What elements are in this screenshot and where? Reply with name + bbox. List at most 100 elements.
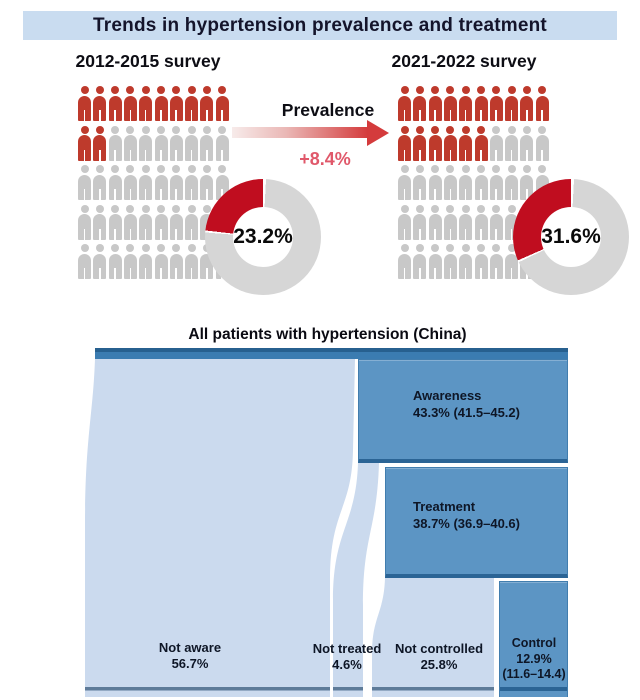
person-icon (398, 125, 411, 161)
all-patients-bar-edge (95, 348, 568, 352)
person-icon (154, 86, 168, 121)
person-icon (474, 165, 488, 200)
not-controlled-name: Not controlled (394, 641, 484, 656)
survey-2012-label: 2012-2015 survey (75, 51, 221, 71)
person-icon (93, 86, 107, 121)
awareness-value: 43.3% (41.5–45.2) (413, 405, 520, 420)
person-icon (535, 125, 549, 161)
person-icon (535, 86, 549, 121)
person-icon (200, 125, 214, 161)
not-controlled-value: 25.8% (420, 657, 458, 672)
person-icon (413, 125, 427, 161)
person-icon (489, 125, 503, 161)
person-icon (398, 86, 411, 121)
person-icon (169, 86, 183, 121)
awareness-label: Awareness 43.3% (41.5–45.2) (413, 387, 520, 421)
person-icon (474, 125, 488, 161)
bottom-stripe-not-aware (85, 687, 330, 691)
person-icon (108, 244, 122, 279)
control-label: Control 12.9% (11.6–14.4) (491, 636, 577, 683)
person-icon (459, 125, 473, 161)
person-icon (93, 244, 107, 279)
flow-not-aware (85, 359, 355, 697)
person-icon (108, 165, 122, 200)
person-icon (443, 244, 457, 279)
person-icon (398, 204, 411, 240)
person-icon (443, 165, 457, 200)
person-icon (185, 165, 199, 200)
person-icon (78, 86, 91, 121)
control-name: Control (511, 636, 557, 650)
awareness-box (358, 359, 568, 463)
person-icon (428, 244, 442, 279)
person-icon (200, 86, 214, 121)
not-aware-label: Not aware 56.7% (130, 640, 250, 672)
person-icon (489, 204, 503, 240)
person-icon (398, 244, 411, 279)
person-icon (169, 165, 183, 200)
person-icon (139, 125, 153, 161)
page-title-band: Trends in hypertension prevalence and tr… (23, 11, 617, 40)
flow-not-treated (333, 463, 379, 697)
survey-2021-label: 2021-2022 survey (391, 51, 537, 71)
person-icon (169, 244, 183, 279)
person-icon (123, 165, 137, 200)
person-icon (78, 165, 91, 200)
person-icon (215, 125, 229, 161)
person-icon (489, 165, 503, 200)
not-aware-value: 56.7% (171, 656, 209, 671)
person-icon (154, 204, 168, 240)
person-icon (474, 244, 488, 279)
person-icon (398, 165, 411, 200)
page-title: Trends in hypertension prevalence and tr… (93, 14, 547, 36)
person-icon (123, 125, 137, 161)
person-icon (123, 244, 137, 279)
person-icon (139, 86, 153, 121)
person-icon (185, 244, 199, 279)
person-icon (93, 165, 107, 200)
person-icon (474, 204, 488, 240)
donut-2012-value: 23.2% (233, 225, 293, 248)
not-controlled-label: Not controlled 25.8% (377, 641, 501, 673)
bottom-stripe-not-controlled (372, 687, 494, 691)
prevalence-label: Prevalence (281, 100, 375, 120)
person-icon (505, 86, 519, 121)
cascade-title: All patients with hypertension (China) (188, 326, 467, 343)
person-icon (123, 86, 137, 121)
not-aware-name: Not aware (158, 640, 222, 655)
person-icon (108, 86, 122, 121)
person-icon (185, 204, 199, 240)
person-icon (169, 125, 183, 161)
person-icon (520, 165, 534, 200)
awareness-name: Awareness (413, 388, 482, 403)
all-patients-bar (95, 348, 568, 359)
person-icon (108, 204, 122, 240)
prevalence-arrow-shaft (232, 127, 368, 138)
pictogram-grid-2021 (398, 86, 558, 371)
not-treated-value: 4.6% (332, 657, 362, 672)
person-icon (505, 165, 519, 200)
person-icon (489, 244, 503, 279)
control-box (499, 581, 568, 697)
person-icon (185, 86, 199, 121)
person-icon (139, 204, 153, 240)
person-icon (185, 125, 199, 161)
person-icon (154, 125, 168, 161)
person-icon (139, 244, 153, 279)
person-icon (428, 165, 442, 200)
person-icon (520, 125, 534, 161)
person-icon (413, 165, 427, 200)
treatment-label: Treatment 38.7% (36.9–40.6) (413, 498, 520, 532)
person-icon (505, 125, 519, 161)
person-icon (459, 165, 473, 200)
pictogram-grid-2012 (78, 86, 238, 371)
person-icon (93, 204, 107, 240)
person-icon (413, 204, 427, 240)
person-icon (169, 204, 183, 240)
cascade-flow-diagram (85, 348, 568, 697)
prevalence-arrow-icon (367, 119, 389, 146)
control-ci: (11.6–14.4) (502, 667, 566, 681)
person-icon (215, 86, 229, 121)
person-icon (78, 125, 91, 161)
